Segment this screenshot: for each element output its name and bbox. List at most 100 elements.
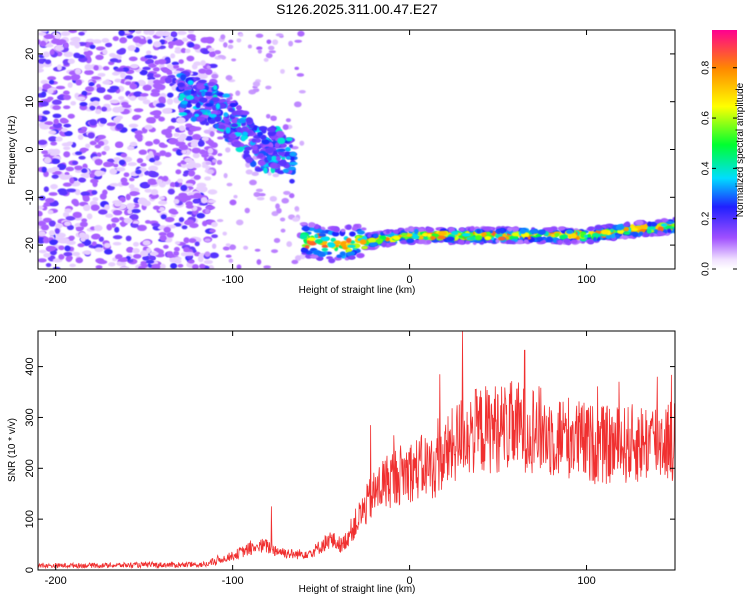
heatmap-cell bbox=[64, 245, 71, 252]
heatmap-cell bbox=[268, 50, 276, 54]
heatmap-cell bbox=[129, 177, 135, 182]
heatmap-xtick-label: 100 bbox=[577, 274, 595, 286]
heatmap-cell bbox=[60, 31, 71, 37]
heatmap-cell bbox=[63, 105, 71, 110]
heatmap-cell bbox=[240, 134, 247, 142]
heatmap-cell bbox=[182, 37, 189, 42]
heatmap-cell bbox=[97, 170, 106, 176]
heatmap-cell bbox=[97, 72, 106, 77]
heatmap-cell bbox=[74, 68, 82, 75]
heatmap-cell bbox=[173, 222, 182, 227]
heatmap-cell bbox=[225, 243, 231, 247]
heatmap-cell bbox=[79, 101, 88, 107]
heatmap-cell bbox=[245, 156, 253, 164]
heatmap-cell bbox=[307, 237, 316, 242]
heatmap-cell bbox=[349, 231, 356, 237]
heatmap-xlabel: Height of straight line (km) bbox=[299, 285, 416, 296]
heatmap-cell bbox=[111, 217, 120, 223]
heatmap-cell bbox=[255, 188, 263, 193]
heatmap-cell bbox=[185, 103, 192, 108]
heatmap-cell bbox=[421, 232, 429, 237]
heatmap-cell bbox=[235, 146, 244, 153]
heatmap-cell bbox=[313, 228, 323, 234]
heatmap-cell bbox=[243, 245, 249, 250]
heatmap-cell bbox=[41, 150, 50, 155]
heatmap-cell bbox=[78, 31, 85, 36]
heatmap-cell bbox=[256, 259, 262, 265]
heatmap-cell bbox=[129, 83, 138, 90]
heatmap-cell bbox=[56, 64, 62, 71]
heatmap-cell bbox=[155, 178, 163, 185]
heatmap-cell bbox=[126, 34, 134, 39]
heatmap-cell bbox=[43, 202, 50, 207]
heatmap-cell bbox=[292, 217, 300, 222]
heatmap-cell bbox=[288, 193, 295, 199]
heatmap-cell bbox=[170, 263, 178, 269]
heatmap-cell bbox=[131, 208, 141, 214]
heatmap-cell bbox=[194, 113, 200, 118]
heatmap-cell bbox=[91, 76, 102, 80]
heatmap-cell bbox=[132, 248, 140, 254]
heatmap-cell bbox=[129, 191, 138, 197]
heatmap-cell bbox=[126, 203, 136, 209]
heatmap-cell bbox=[90, 204, 100, 211]
heatmap-cell bbox=[152, 55, 158, 60]
heatmap-cell bbox=[171, 61, 180, 66]
heatmap-cell bbox=[502, 232, 507, 239]
heatmap-cell bbox=[139, 250, 149, 257]
heatmap-cell bbox=[178, 59, 184, 65]
heatmap-cell bbox=[166, 63, 173, 69]
colorbar-tick-label: 0.6 bbox=[701, 111, 712, 125]
heatmap-cell bbox=[152, 205, 160, 210]
heatmap-cell bbox=[190, 37, 196, 42]
heatmap-cell bbox=[98, 209, 108, 215]
heatmap-cell bbox=[111, 222, 117, 228]
heatmap-frame bbox=[37, 29, 676, 270]
heatmap-cell bbox=[113, 157, 121, 161]
heatmap-cell bbox=[393, 229, 400, 235]
heatmap-cell bbox=[79, 221, 88, 228]
heatmap-cell bbox=[280, 228, 286, 233]
heatmap-cell bbox=[199, 97, 208, 103]
heatmap-cell bbox=[225, 254, 232, 258]
heatmap-cell bbox=[148, 255, 156, 260]
heatmap-cell bbox=[38, 32, 47, 36]
heatmap-cell bbox=[188, 238, 197, 243]
heatmap-cell bbox=[177, 82, 185, 88]
heatmap-cell bbox=[319, 252, 326, 257]
heatmap-cell bbox=[165, 107, 173, 114]
heatmap-cell bbox=[114, 68, 125, 72]
heatmap-cell bbox=[95, 109, 102, 115]
heatmap-cell bbox=[102, 161, 113, 168]
heatmap-cell bbox=[191, 147, 202, 154]
heatmap-cell bbox=[153, 160, 162, 166]
heatmap-cell bbox=[132, 241, 140, 247]
heatmap-cell bbox=[277, 170, 285, 175]
heatmap-cell bbox=[194, 241, 200, 247]
heatmap-cell bbox=[150, 188, 159, 196]
heatmap-cell bbox=[85, 143, 91, 149]
heatmap-cell bbox=[252, 88, 260, 93]
heatmap-cell bbox=[122, 156, 133, 163]
heatmap-cell bbox=[266, 127, 276, 133]
heatmap-cell bbox=[203, 259, 214, 265]
heatmap-cell bbox=[270, 115, 277, 120]
heatmap-cell bbox=[99, 118, 107, 124]
heatmap-cell bbox=[47, 96, 54, 101]
heatmap-cell bbox=[557, 240, 563, 245]
heatmap-cell bbox=[519, 228, 526, 234]
heatmap-cell bbox=[132, 220, 140, 225]
heatmap-cell bbox=[105, 213, 114, 218]
heatmap-cell bbox=[119, 47, 126, 54]
heatmap-cell bbox=[48, 230, 56, 237]
heatmap-cell bbox=[134, 130, 144, 135]
heatmap-cell bbox=[146, 50, 152, 55]
heatmap-cell bbox=[523, 239, 529, 244]
heatmap-cell bbox=[587, 226, 594, 231]
heatmap-cell bbox=[118, 30, 125, 36]
heatmap-cell bbox=[63, 42, 69, 49]
colorbar-tick-label: 0.2 bbox=[701, 211, 712, 225]
heatmap-cell bbox=[359, 239, 367, 245]
heatmap-cell bbox=[275, 130, 285, 138]
heatmap-cell bbox=[201, 136, 209, 142]
